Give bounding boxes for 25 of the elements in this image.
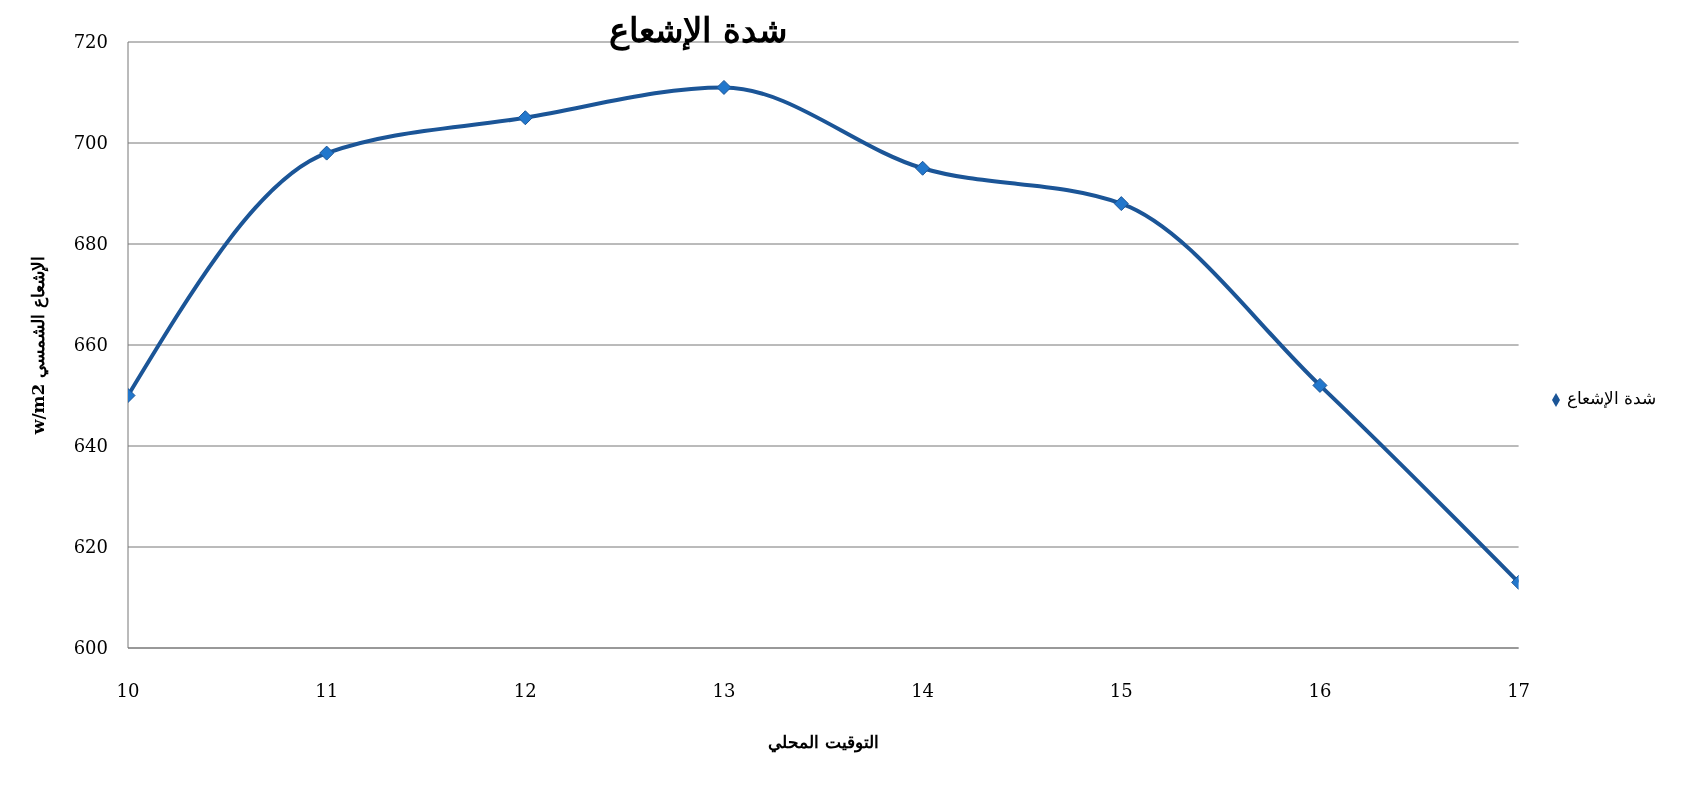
x-tick-label: 14 [911,679,935,701]
x-tick-label: 10 [116,679,140,701]
point [1113,196,1129,212]
y-tick-label: 640 [73,435,108,457]
legend-label: شدة الإشعاع [1566,388,1656,408]
chart-title: شدة الإشعاع [609,10,787,50]
point [915,160,931,176]
y-tick-label: 680 [73,233,108,255]
point [1312,377,1328,393]
x-tick-label: 11 [315,679,339,701]
x-tick-label: 17 [1507,679,1531,701]
point [517,110,533,126]
y-tick-label: 660 [73,334,108,356]
x-tick-label: 12 [513,679,537,701]
x-tick-label: 15 [1109,679,1133,701]
x-axis-title: التوقيت المحلي [767,732,879,753]
point [319,145,335,161]
point [716,79,732,95]
y-tick-label: 700 [73,132,108,154]
x-tick-label: 16 [1308,679,1332,701]
y-axis-title: w/m2 الإشعاع الشمسي [28,255,50,436]
y-tick-label: 720 [73,31,108,53]
y-tick-label: 600 [73,637,108,659]
y-tick-label: 620 [73,536,108,558]
x-tick-label: 13 [712,679,736,701]
